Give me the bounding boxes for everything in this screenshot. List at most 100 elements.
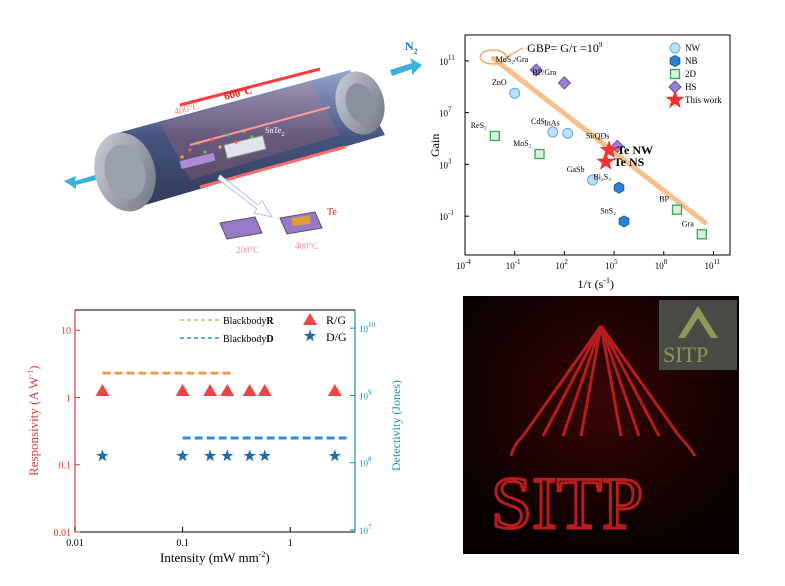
gbp-x-tick-label: 108 — [655, 258, 668, 271]
gbp-legend-marker — [669, 54, 681, 68]
legend-bb-r-label: BlackbodyR — [223, 316, 274, 327]
responsivity-point — [175, 383, 190, 396]
gbp-legend-label: This work — [685, 95, 722, 105]
detectivity-point — [221, 449, 234, 462]
substrate-200 — [219, 216, 263, 240]
responsivity-point — [203, 383, 218, 396]
responsivity-point — [257, 383, 272, 396]
callout-arrow — [217, 174, 274, 218]
gbp-point-label: ZnO — [492, 78, 507, 87]
growth-substrate — [179, 152, 216, 169]
responsivity-point — [220, 383, 235, 396]
sitp-logo-mark — [678, 306, 718, 338]
gbp-point-label: CdS — [531, 117, 545, 126]
tube-right-cap-inner — [345, 83, 375, 123]
resp-y-tick-label: 1 — [66, 393, 71, 404]
furnace-schematic: N2 400°C 600°C SnTe2 Te 200°C 400°C — [40, 25, 440, 265]
furnace-svg: N2 400°C 600°C SnTe2 Te 200°C 400°C — [64, 39, 422, 255]
gbp-point-label: BP/Gra — [532, 68, 556, 77]
gbp-point-label: InAs — [544, 118, 560, 127]
gbp-y-tick-label: 1011 — [439, 54, 455, 67]
gbp-y-tick-label: 10-1 — [439, 209, 454, 222]
detectivity-point — [328, 449, 342, 462]
gbp-point — [562, 127, 574, 139]
vapor-particles — [180, 129, 254, 159]
gbp-x-tick-label: 102 — [555, 258, 568, 271]
gbp-point-label: SnS₂ — [600, 206, 616, 215]
gas-out-arrow-icon — [64, 175, 96, 189]
legend-dg-marker — [303, 329, 317, 342]
gbp-legend-label: NW — [685, 43, 700, 53]
gas-label: N2 — [405, 39, 418, 56]
resp-x-tick-label: 1 — [288, 538, 293, 549]
gbp-point — [671, 204, 683, 215]
gbp-y-tick-label: 107 — [439, 106, 452, 119]
gbp-y-tick-label: 103 — [439, 157, 452, 170]
gbp-x-axis-label: 1/τ (s-1) — [578, 276, 615, 291]
gbp-point — [587, 174, 599, 186]
sitp-logo-text: SITP — [663, 342, 708, 367]
legend-bb-d-label: BlackbodyD — [223, 334, 274, 345]
gbp-callout-line — [505, 47, 524, 58]
tube-left-cap-inner — [104, 144, 146, 200]
svg-text:SITP: SITP — [663, 342, 708, 367]
responsivity-point — [327, 383, 342, 396]
gbp-point — [489, 130, 500, 142]
legend-dg-label: D/G — [326, 330, 347, 344]
gbp-line — [490, 55, 708, 226]
resp-y-axis-label: Responsivity (A W-1) — [26, 366, 41, 476]
substrate-2-temp: 400°C — [295, 241, 318, 251]
resp-y2-tick-label: 109 — [359, 388, 372, 401]
gbp-point — [509, 87, 521, 99]
resp-y-tick-label: 0.1 — [59, 461, 72, 472]
gbp-plot-frame — [464, 34, 731, 256]
resp-y-tick-label: 0.01 — [54, 528, 72, 539]
gbp-chart-svg: 10-4 10-1 102 105 108 1011 10-1 103 107 1011 1/τ (… — [428, 34, 731, 291]
detectivity-point — [258, 449, 271, 462]
resp-x-tick-label: 0.1 — [176, 538, 189, 549]
gbp-point-label: Te NW — [617, 143, 653, 157]
gbp-point — [696, 229, 707, 240]
hot-stripe-3 — [189, 106, 331, 146]
gbp-point — [618, 215, 630, 228]
imaging-panel: SITP SITP — [463, 296, 739, 554]
gbp-legend-marker — [665, 90, 685, 109]
gbp-point-label: Si/QDs — [586, 131, 610, 140]
gbp-point — [534, 148, 545, 160]
gbp-point-label: GaSb — [567, 165, 585, 174]
gbp-legend-label: 2D — [685, 69, 697, 79]
imaged-logo — [509, 325, 697, 457]
gbp-point — [613, 181, 625, 194]
gbp-point — [596, 151, 616, 170]
gbp-x-tick-label: 10-1 — [506, 258, 521, 271]
product-label: Te — [327, 207, 337, 218]
legend-rg-label: R/G — [326, 313, 346, 327]
gbp-legend-marker — [669, 42, 681, 54]
gbp-title: GBP= G/τ =109 — [527, 41, 603, 55]
gbp-legend-label: HS — [685, 82, 697, 92]
source-label: SnTe2 — [265, 126, 284, 138]
gbp-point-label: MoS₂/Gra — [496, 55, 529, 64]
gbp-x-tick-label: 10-4 — [456, 258, 471, 271]
gbp-point — [557, 76, 572, 90]
svg-text:SITP: SITP — [491, 463, 643, 545]
gbp-point-label: ReS₂ — [471, 121, 487, 130]
gbp-point-label: Te NS — [614, 155, 645, 169]
legend-rg-marker — [303, 313, 317, 325]
resp-y2-axis-label: Detectivity (Jones) — [389, 380, 403, 471]
gbp-chart: 10-4 10-1 102 105 108 1011 10-1 103 107 1011 1/τ (… — [425, 20, 780, 295]
substrate-1-temp: 200°C — [236, 245, 259, 255]
resp-y2-tick-label: 107 — [359, 523, 372, 536]
gbp-point — [529, 63, 543, 77]
gbp-x-tick-label: 105 — [605, 258, 618, 271]
gbp-point-label: MoS₂ — [513, 139, 532, 148]
detectivity-point — [203, 449, 217, 462]
detectivity-point — [96, 449, 109, 462]
resp-y2-tick-label: 1010 — [359, 321, 376, 334]
gbp-y-axis-label: Gain — [428, 134, 442, 157]
imaging-svg: SITP SITP — [463, 296, 739, 554]
gbp-point — [547, 126, 559, 138]
gbp-legend-label: NB — [685, 56, 698, 66]
gas-in-arrow-icon — [390, 58, 422, 76]
gbp-legend-marker — [669, 68, 681, 80]
